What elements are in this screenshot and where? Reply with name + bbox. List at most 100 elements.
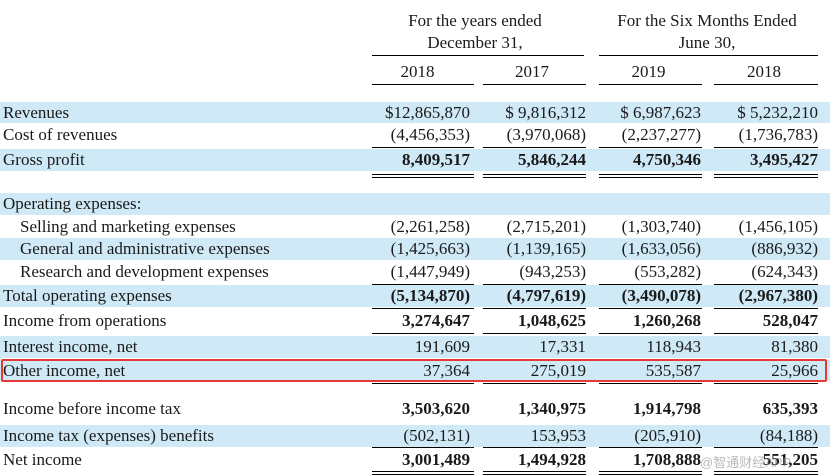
sum-rule: [483, 147, 586, 148]
year-header: 2018: [400, 62, 435, 81]
cell-value: 1,494,928: [518, 450, 586, 469]
row-gross-profit: Gross profit 8,409,517 5,846,244 4,750,3…: [0, 149, 830, 171]
header-six-months-ended: For the Six Months Ended June 30,: [596, 10, 818, 54]
cell-value: 17,331: [539, 337, 586, 356]
row-label: Income from operations: [3, 311, 167, 330]
sum-rule: [483, 447, 586, 448]
cell-value: 8,409,517: [402, 150, 470, 169]
total-double-rule: [372, 471, 474, 475]
total-double-rule: [483, 174, 586, 178]
cell-value: (4,456,353): [390, 125, 470, 144]
row-selling-marketing: Selling and marketing expenses (2,261,25…: [0, 216, 830, 238]
row-label: Interest income, net: [3, 337, 138, 356]
header-underline: [372, 55, 584, 56]
year-underline: [372, 84, 474, 85]
row-label: Total operating expenses: [3, 286, 172, 305]
row-label: Net income: [3, 450, 82, 469]
row-operating-expenses-heading: Operating expenses:: [0, 193, 830, 215]
header-underline: [599, 55, 818, 56]
sum-rule: [599, 333, 702, 334]
cell-value: (3,970,068): [506, 125, 586, 144]
cell-value: 1,048,625: [518, 311, 586, 330]
year-header: 2018: [747, 62, 781, 81]
sum-rule: [714, 333, 818, 334]
row-income-from-operations: Income from operations 3,274,647 1,048,6…: [0, 310, 830, 332]
row-label: Income tax (expenses) benefits: [3, 426, 214, 445]
row-label: General and administrative expenses: [20, 239, 270, 258]
cell-value: (5,134,870): [390, 286, 470, 305]
header-six-months-line1: For the Six Months Ended: [617, 11, 797, 30]
cell-value: (1,736,783): [738, 125, 818, 144]
row-label: Revenues: [3, 103, 70, 122]
header-six-months-line2: June 30,: [678, 33, 736, 52]
year-header: 2017: [515, 62, 549, 81]
cell-value: 1,340,975: [518, 399, 586, 418]
row-label: Selling and marketing expenses: [20, 217, 236, 236]
sum-rule: [599, 308, 702, 309]
cell-value: 535,587: [645, 361, 701, 380]
cell-value: 635,393: [762, 399, 818, 418]
total-double-rule: [714, 174, 818, 178]
header-years-ended-line2: December 31,: [427, 33, 523, 52]
cell-value: 528,047: [762, 311, 818, 330]
cell-value: (553,282): [634, 262, 701, 281]
cell-value: $ 5,232,210: [737, 103, 818, 122]
cell-value: (2,967,380): [738, 286, 818, 305]
year-underline: [483, 84, 586, 85]
cell-value: 153,953: [530, 426, 586, 445]
sum-rule: [714, 147, 818, 148]
cell-value: (2,261,258): [390, 217, 470, 236]
year-header: 2019: [631, 62, 666, 81]
cell-value: (1,633,056): [621, 239, 701, 258]
cell-value: (3,490,078): [621, 286, 701, 305]
cell-value: 118,943: [646, 337, 701, 356]
cell-value: (1,139,165): [506, 239, 586, 258]
total-double-rule: [372, 174, 474, 178]
row-label: Cost of revenues: [3, 125, 118, 144]
cell-value: (943,253): [519, 262, 586, 281]
cell-value: 25,966: [771, 361, 818, 380]
sum-rule: [483, 284, 586, 285]
row-interest-income: Interest income, net 191,609 17,331 118,…: [0, 336, 830, 358]
cell-value: (1,447,949): [390, 262, 470, 281]
cell-value: (1,303,740): [621, 217, 701, 236]
row-label: Gross profit: [3, 150, 85, 169]
total-double-rule: [714, 471, 818, 475]
cell-value: (2,715,201): [506, 217, 586, 236]
cell-value: (2,237,277): [621, 125, 701, 144]
sum-rule: [599, 447, 702, 448]
cell-value: 1,708,888: [633, 450, 701, 469]
sum-rule: [714, 308, 818, 309]
cell-value: (84,188): [759, 426, 818, 445]
cell-value: 3,495,427: [750, 150, 818, 169]
cell-value: (1,456,105): [738, 217, 818, 236]
sum-rule: [599, 284, 702, 285]
cell-value: 81,380: [771, 337, 818, 356]
year-underline: [714, 84, 818, 85]
sum-rule: [372, 308, 474, 309]
watermark: @智通财经APP: [700, 455, 792, 470]
sum-rule: [483, 308, 586, 309]
cell-value: (1,425,663): [390, 239, 470, 258]
row-research-development: Research and development expenses (1,447…: [0, 261, 830, 283]
cell-value: 1,914,798: [633, 399, 701, 418]
row-income-before-tax: Income before income tax 3,503,620 1,340…: [0, 398, 830, 420]
cell-value: 5,846,244: [518, 150, 586, 169]
sum-rule: [372, 284, 474, 285]
cell-value: $12,865,870: [385, 103, 470, 122]
highlight-box: [1, 359, 827, 382]
cell-value: 3,503,620: [402, 399, 470, 418]
sum-rule: [714, 447, 818, 448]
cell-value: 1,260,268: [633, 311, 701, 330]
cell-value: 191,609: [414, 337, 470, 356]
sum-rule: [599, 147, 702, 148]
row-general-admin: General and administrative expenses (1,4…: [0, 238, 830, 260]
row-label: Other income, net: [3, 361, 126, 380]
sum-rule: [599, 383, 702, 384]
cell-value: (502,131): [403, 426, 470, 445]
cell-value: 4,750,346: [633, 150, 701, 169]
total-double-rule: [483, 471, 586, 475]
total-double-rule: [599, 471, 702, 475]
cell-value: 551,205: [762, 450, 818, 469]
